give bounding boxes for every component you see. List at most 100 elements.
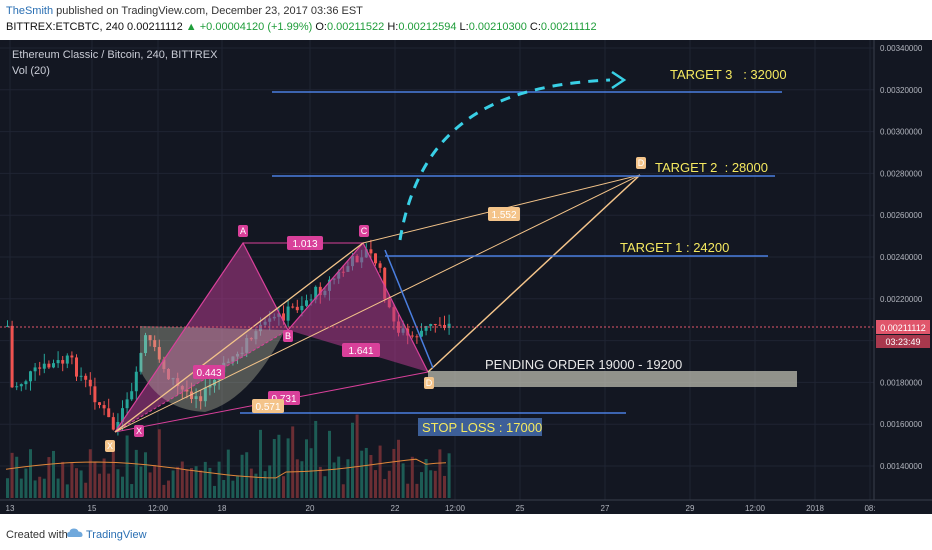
point-d: D — [424, 377, 434, 389]
chart-title: Ethereum Classic / Bitcoin, 240, BITTREX — [12, 49, 218, 61]
y-tick-label: 0.00260000 — [880, 211, 923, 220]
volume-bar — [305, 439, 308, 498]
candle-body — [130, 391, 134, 400]
y-tick-label: 0.00340000 — [880, 44, 923, 53]
tradingview-link[interactable]: TradingView — [86, 529, 147, 541]
volume-bar — [10, 452, 14, 498]
volume-bar — [410, 456, 414, 498]
trend-line-xc — [114, 242, 364, 433]
volume-bar — [19, 478, 23, 498]
target3-label: TARGET 3 : 32000 — [670, 67, 787, 82]
candle-body — [208, 385, 212, 388]
volume-bar — [387, 470, 391, 498]
volume-bar — [148, 472, 152, 498]
footer: Created with TradingView — [0, 514, 932, 550]
candle-body — [19, 384, 23, 387]
high-value: 0.00212594 — [398, 21, 457, 33]
drop-line — [384, 249, 434, 369]
y-tick-label: 0.00240000 — [880, 253, 923, 262]
ratio-label-0571: 0.571 — [252, 399, 284, 413]
volume-bar — [222, 479, 226, 498]
target2-label: TARGET 2 : 28000 — [655, 160, 768, 175]
volume-bar — [203, 461, 207, 498]
volume-bar — [268, 465, 272, 498]
volume-bar — [332, 462, 336, 498]
svg-text:0.571: 0.571 — [255, 402, 280, 413]
svg-text:C: C — [361, 226, 368, 236]
close-label: C: — [529, 21, 541, 33]
volume-bar — [208, 467, 212, 498]
svg-text:1.552: 1.552 — [491, 210, 516, 221]
y-tick-label: 0.00320000 — [880, 86, 923, 95]
pattern-xb-line — [114, 329, 289, 433]
candle-body — [213, 379, 216, 386]
volume-bar — [282, 476, 285, 498]
candle-body — [70, 355, 74, 358]
volume-bar — [121, 476, 124, 498]
volume-bar — [406, 483, 410, 498]
candle-body — [282, 313, 285, 321]
volume-bar — [374, 470, 377, 498]
publish-line: TheSmith published on TradingView.com, D… — [6, 5, 363, 17]
volume-bar — [180, 461, 184, 498]
volume-bar — [259, 429, 262, 498]
price-chart[interactable]: X X A B C D D 0.443 — [0, 40, 932, 514]
low-value: 0.00210300 — [468, 21, 527, 33]
pattern-bcd-fill — [288, 243, 428, 372]
candle-body — [107, 408, 111, 418]
chart-area[interactable]: X X A B C D D 0.443 — [0, 40, 932, 514]
high-label: H: — [387, 21, 399, 33]
svg-text:D: D — [638, 158, 645, 168]
volume-bar — [346, 459, 350, 498]
low-label: L: — [459, 21, 469, 33]
candle-body — [144, 335, 147, 354]
candle-body — [29, 371, 32, 382]
volume-bar — [199, 470, 203, 498]
volume-bar — [217, 461, 221, 498]
volume-bar — [61, 461, 65, 498]
volume-bar — [153, 464, 157, 498]
svg-text:1.641: 1.641 — [348, 346, 373, 357]
candle-body — [10, 325, 14, 388]
x-tick-label: 27 — [601, 504, 610, 513]
pending-order-zone — [428, 371, 797, 387]
volume-bar — [337, 456, 341, 498]
volume-bar — [443, 475, 446, 498]
volume-bar — [185, 469, 189, 498]
volume-bar — [286, 438, 290, 498]
volume-bar — [351, 422, 354, 498]
candle-body — [420, 330, 423, 337]
price-change: +0.00004120 (+1.99%) — [199, 21, 313, 33]
volume-bar — [314, 420, 318, 498]
x-tick-label: 08: — [864, 504, 875, 513]
candle-body — [111, 417, 115, 430]
svg-text:A: A — [240, 226, 246, 236]
x-tick-label: 12:00 — [148, 504, 169, 513]
candle-body — [153, 340, 157, 348]
price-axis[interactable]: 0.00340000 0.00320000 0.00300000 0.00280000… — [880, 44, 923, 471]
ratio-label-1552: 1.552 — [488, 207, 520, 221]
ratio-label-1641: 1.641 — [342, 343, 380, 357]
volume-bar — [88, 449, 92, 498]
last-price-badge — [876, 320, 930, 334]
volume-bar — [157, 429, 161, 498]
arrowhead-icon — [611, 70, 627, 90]
x-tick-label: 29 — [686, 504, 695, 513]
candle-body — [378, 263, 382, 268]
candle-body — [79, 375, 83, 377]
up-arrow-icon: ▲ — [185, 21, 197, 33]
volume-bar — [392, 448, 396, 498]
volume-bar — [125, 435, 129, 498]
candle-body — [318, 286, 322, 296]
volume-bar — [176, 466, 180, 498]
point-x: X — [134, 425, 144, 437]
volume-bar — [56, 478, 60, 498]
volume-bar — [383, 478, 387, 498]
time-axis[interactable]: 13 15 12:00 18 20 22 12:00 25 27 29 12:00 2018 08: — [6, 504, 876, 513]
y-tick-label: 0.00220000 — [880, 295, 923, 304]
tradingview-cloud-icon — [67, 528, 83, 537]
volume-bar — [328, 430, 331, 498]
x-tick-label: 22 — [391, 504, 400, 513]
author-link[interactable]: TheSmith — [6, 5, 54, 17]
volume-bar — [355, 414, 359, 498]
